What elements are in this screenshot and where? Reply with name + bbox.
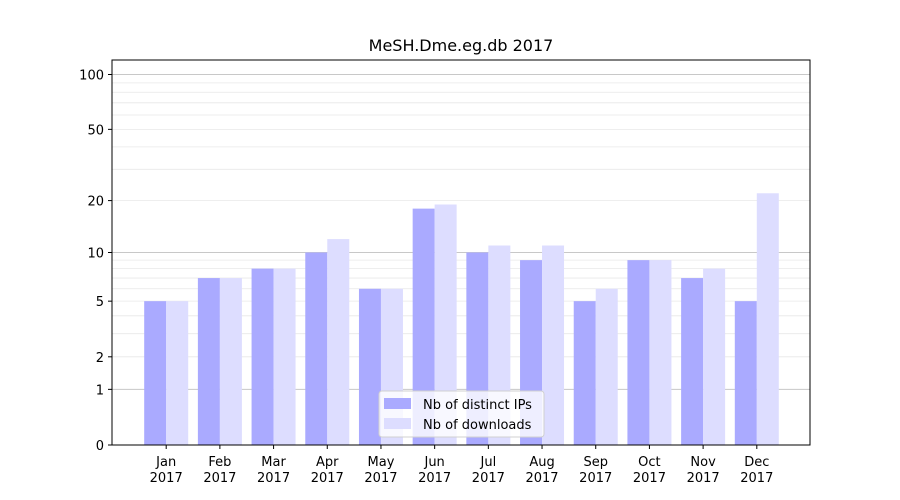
bar-ips-oct (627, 260, 650, 445)
x-tick-label-year: 2017 (150, 471, 183, 486)
legend: Nb of distinct IPs Nb of downloads (378, 390, 545, 438)
y-tick-label: 100 (79, 69, 104, 84)
x-tick-label-year: 2017 (257, 471, 290, 486)
bar-downloads-jun (434, 204, 457, 445)
x-tick-label-year: 2017 (579, 471, 612, 486)
legend-box (378, 390, 545, 438)
x-axis: Jan2017Feb2017Mar2017Apr2017May2017Jun20… (150, 445, 773, 486)
x-tick-label-month: Sep (583, 455, 608, 470)
x-tick-label-month: Jun (423, 455, 444, 470)
bar-ips-nov (681, 278, 704, 445)
x-tick-label-month: Oct (638, 455, 660, 470)
y-tick-label: 0 (96, 439, 104, 454)
y-tick-label: 50 (87, 123, 104, 138)
bar-ips-apr (305, 252, 328, 445)
x-tick-label-year: 2017 (203, 471, 236, 486)
bar-ips-jan (144, 301, 167, 445)
x-tick-label-year: 2017 (472, 471, 505, 486)
bar-downloads-sep (595, 288, 618, 445)
bar-group (144, 193, 779, 445)
bar-downloads-jan (166, 301, 189, 445)
bar-downloads-mar (273, 268, 296, 445)
x-tick-label-month: Nov (690, 455, 716, 470)
bar-ips-may (358, 288, 381, 445)
legend-label: Nb of distinct IPs (423, 398, 532, 413)
bar-downloads-oct (649, 260, 672, 445)
bar-downloads-apr (327, 239, 350, 445)
x-tick-label-month: Jan (155, 455, 176, 470)
bar-downloads-dec (756, 193, 779, 445)
x-tick-label-month: May (368, 455, 395, 470)
x-tick-label-year: 2017 (364, 471, 397, 486)
x-tick-label-year: 2017 (525, 471, 558, 486)
x-tick-label-year: 2017 (740, 471, 773, 486)
y-tick-label: 2 (96, 351, 104, 366)
y-tick-label: 10 (87, 247, 104, 262)
x-tick-label-month: Jul (480, 455, 497, 470)
x-tick-label-month: Aug (529, 455, 554, 470)
y-tick-label: 1 (96, 383, 104, 398)
chart-title: MeSH.Dme.eg.db 2017 (369, 36, 554, 55)
x-tick-label-year: 2017 (633, 471, 666, 486)
y-tick-label: 20 (87, 195, 104, 210)
y-axis: 0 1 2 5 10 20 50 100 (79, 69, 112, 454)
bar-ips-feb (197, 278, 220, 445)
bar-ips-mar (251, 268, 274, 445)
legend-label: Nb of downloads (423, 418, 532, 433)
x-tick-label-month: Feb (208, 455, 231, 470)
legend-swatch (384, 418, 411, 429)
bar-ips-dec (734, 301, 757, 445)
y-tick-label: 5 (96, 295, 104, 310)
bar-downloads-nov (703, 268, 726, 445)
x-tick-label-year: 2017 (687, 471, 720, 486)
x-tick-label-month: Mar (261, 455, 286, 470)
bar-ips-sep (573, 301, 596, 445)
legend-swatch (384, 398, 411, 409)
x-tick-label-month: Dec (744, 455, 769, 470)
bar-ips-jun (412, 208, 435, 445)
x-tick-label-month: Apr (316, 455, 339, 470)
bar-downloads-feb (219, 278, 242, 445)
bar-downloads-aug (542, 245, 565, 445)
x-tick-label-year: 2017 (418, 471, 451, 486)
x-tick-label-year: 2017 (311, 471, 344, 486)
